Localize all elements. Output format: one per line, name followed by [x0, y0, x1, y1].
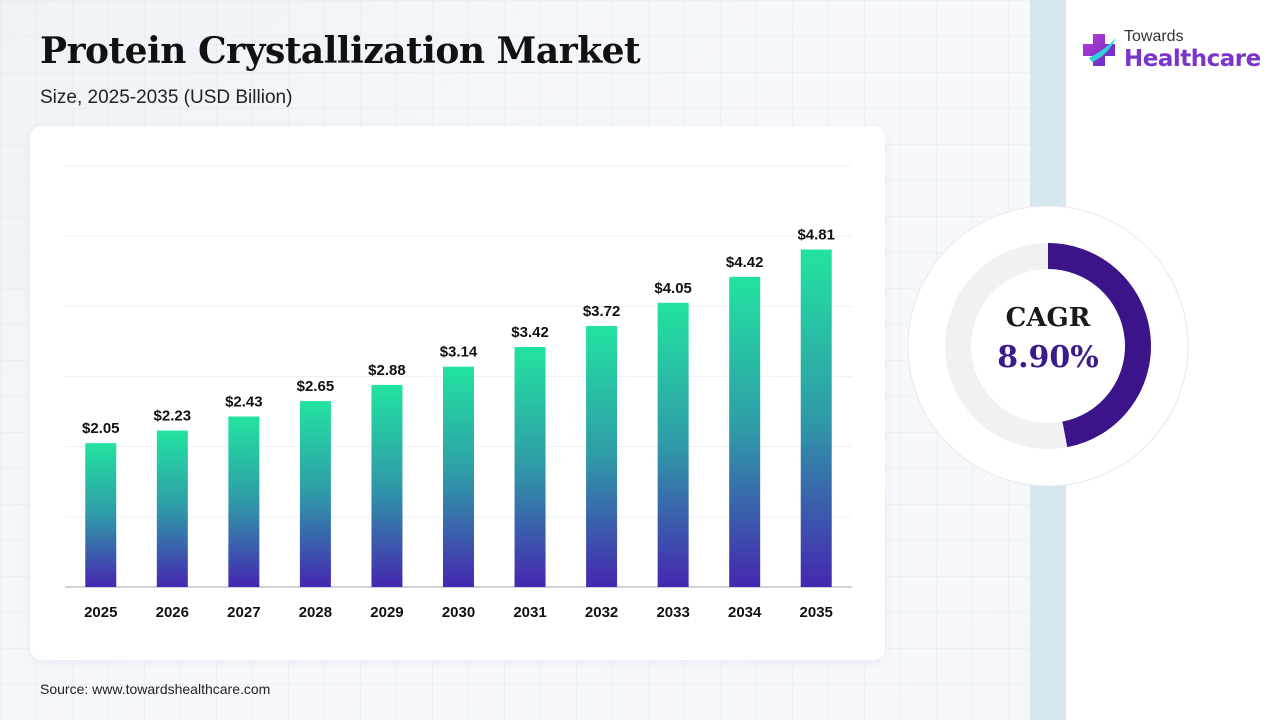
- cagr-label: CAGR: [1005, 303, 1091, 333]
- chart-card: $2.05 $2.23 $2.43 $2.65 $2.88 $3.14 $3.42 $3.72…: [30, 126, 885, 660]
- x-tick-label-2029: 2029: [370, 604, 403, 621]
- x-tick-label-2028: 2028: [299, 604, 332, 621]
- cagr-value: 8.90%: [997, 340, 1099, 375]
- data-label-2027: $2.43: [225, 393, 263, 410]
- data-label-2025: $2.05: [82, 420, 120, 437]
- logo-line-1: Towards: [1124, 28, 1184, 45]
- x-tick-label-2025: 2025: [84, 604, 117, 621]
- bar-2027: [228, 416, 260, 587]
- data-label-2028: $2.65: [297, 378, 335, 395]
- cagr-widget: CAGR 8.90%: [905, 203, 1191, 489]
- bar-2031: [514, 347, 546, 587]
- logo-line-2: Healthcare: [1124, 46, 1261, 72]
- bar-2034: [729, 276, 761, 587]
- medical-cross-icon: [1083, 34, 1116, 66]
- x-tick-label-2032: 2032: [585, 604, 618, 621]
- bar-2026: [156, 430, 188, 587]
- bar-2030: [443, 366, 474, 587]
- cagr-ring-arc: [1047, 243, 1151, 448]
- source-note: Source: www.towardshealthcare.com: [40, 681, 271, 697]
- cagr-donut: [907, 205, 1189, 487]
- data-label-2031: $3.42: [511, 324, 549, 341]
- bar-2032: [586, 325, 618, 587]
- x-tick-label-2034: 2034: [728, 604, 762, 621]
- x-tick-label-2026: 2026: [156, 604, 189, 621]
- data-label-2032: $3.72: [583, 303, 621, 320]
- data-label-2026: $2.23: [154, 408, 192, 425]
- x-tick-label-2033: 2033: [656, 604, 689, 621]
- data-label-2033: $4.05: [654, 280, 692, 297]
- data-label-2035: $4.81: [797, 226, 835, 243]
- data-label-2030: $3.14: [440, 344, 478, 361]
- bar-2033: [657, 302, 689, 587]
- x-tick-label-2030: 2030: [442, 604, 475, 621]
- bar-2028: [299, 401, 331, 587]
- x-tick-label-2035: 2035: [800, 604, 833, 621]
- bar-2029: [371, 384, 403, 587]
- bar-2035: [800, 249, 832, 587]
- page-subtitle: Size, 2025-2035 (USD Billion): [40, 87, 293, 108]
- bar-chart: $2.05 $2.23 $2.43 $2.65 $2.88 $3.14 $3.42 $3.72…: [65, 165, 852, 621]
- data-label-2029: $2.88: [368, 362, 406, 379]
- x-tick-label-2031: 2031: [513, 604, 546, 621]
- page-title: Protein Crystallization Market: [40, 30, 641, 72]
- brand-logo: Towards Healthcare: [1080, 28, 1261, 78]
- x-tick-label-2027: 2027: [227, 604, 260, 621]
- data-label-2034: $4.42: [726, 254, 764, 271]
- bar-2025: [85, 443, 117, 587]
